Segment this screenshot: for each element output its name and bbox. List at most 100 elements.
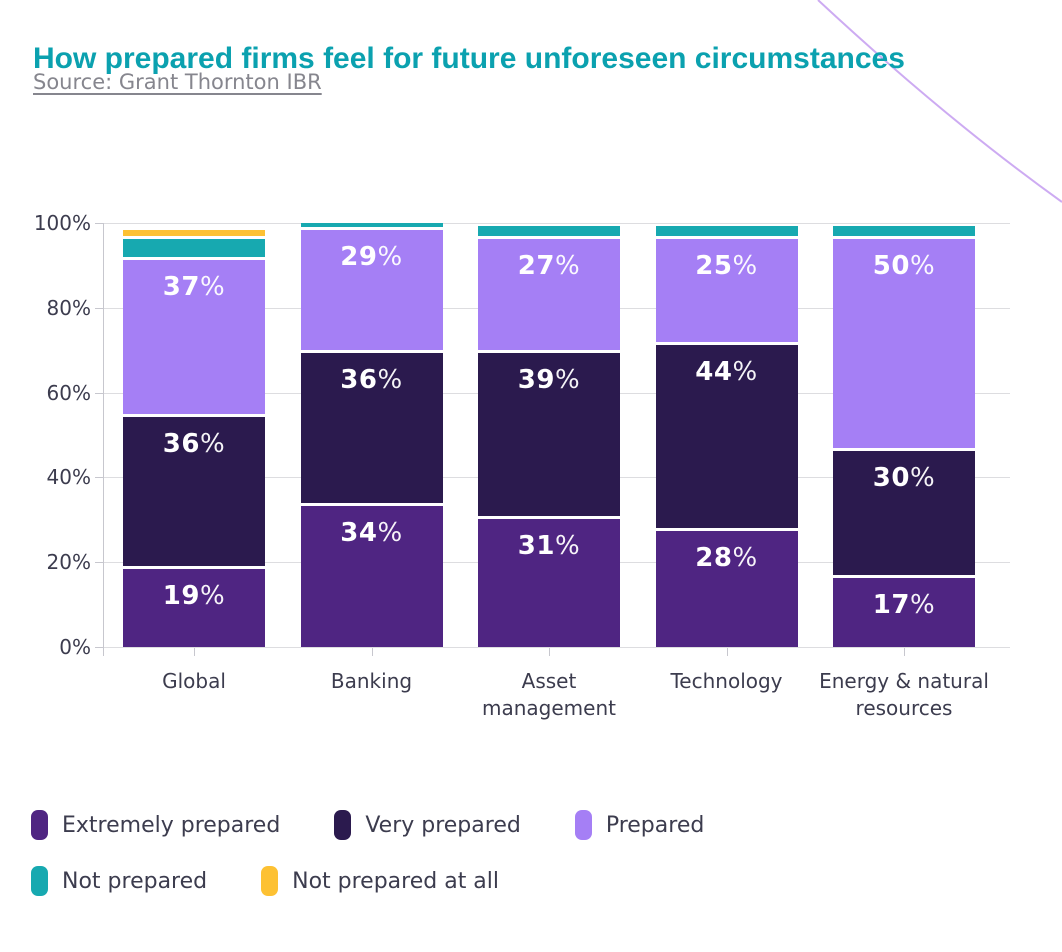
y-axis-line: [103, 223, 104, 653]
bar-segment-not-prepared[interactable]: [478, 226, 620, 236]
legend-item-prepared[interactable]: Prepared: [574, 810, 705, 840]
x-axis-label: Global: [162, 669, 226, 693]
x-tick: [194, 648, 195, 656]
bar-segment-prepared[interactable]: 25%: [655, 238, 798, 342]
bar-value-label: 30%: [833, 464, 975, 492]
legend-label: Very prepared: [365, 812, 521, 838]
bar-value-label: 36%: [123, 430, 265, 458]
y-tick: [95, 223, 103, 224]
legend-swatch-icon: [31, 866, 48, 896]
legend-item-very-prepared[interactable]: Very prepared: [334, 810, 521, 840]
y-tick: [95, 562, 103, 564]
bar-value-percent-sign: %: [199, 428, 226, 459]
bar-value-percent-sign: %: [554, 250, 581, 281]
bar-value-percent-sign: %: [554, 365, 581, 396]
y-tick: [95, 477, 103, 479]
bar-segment-extremely-prepared[interactable]: 34%: [300, 505, 443, 647]
legend-swatch-icon: [261, 866, 279, 896]
y-tick: [95, 392, 103, 394]
bar-value-label: 27%: [478, 252, 620, 280]
bar-segment-very-prepared[interactable]: 36%: [300, 353, 443, 503]
bar-banking: 34% 36% 29%: [300, 0, 443, 647]
legend-swatch-icon: [574, 810, 592, 840]
bar-segment-extremely-prepared[interactable]: 28%: [655, 531, 798, 647]
x-axis-label: Asset management: [482, 669, 616, 720]
bar-segment-prepared[interactable]: 29%: [300, 230, 443, 351]
bar-value-number: 36: [162, 428, 200, 459]
x-axis-label: Energy & natural resources: [819, 669, 989, 720]
y-tick: [95, 647, 103, 648]
bar-segment-very-prepared[interactable]: 30%: [833, 450, 975, 575]
bar-value-label: 28%: [656, 544, 798, 572]
legend-label: Extremely prepared: [62, 812, 281, 838]
legend-row-2: Not prepared Not prepared at all: [31, 866, 499, 896]
bar-segment-not-prepared[interactable]: [300, 223, 443, 228]
y-axis-tick-label: 0%: [59, 635, 91, 659]
legend-label: Not prepared: [62, 868, 208, 894]
bar-segment-prepared[interactable]: 27%: [478, 238, 620, 351]
bar-value-label: 31%: [478, 532, 620, 560]
x-axis-label: Banking: [330, 669, 413, 693]
bar-segment-extremely-prepared[interactable]: 17%: [833, 577, 975, 647]
bar-value-number: 39: [517, 365, 555, 396]
bar-value-label: 34%: [301, 519, 443, 547]
x-tick: [371, 648, 373, 656]
bar-value-label: 36%: [301, 366, 443, 394]
chart-title: How prepared firms feel for future unfor…: [33, 42, 905, 76]
legend-label: Prepared: [605, 812, 705, 838]
x-tick: [726, 648, 728, 656]
legend-item-extremely-prepared[interactable]: Extremely prepared: [31, 810, 280, 840]
bar-value-label: 50%: [833, 252, 975, 280]
bar-technology: 28% 44% 25%: [655, 0, 798, 647]
bar-value-percent-sign: %: [909, 589, 936, 620]
x-tick: [103, 648, 104, 656]
bar-value-number: 30: [872, 462, 910, 493]
y-axis-tick-label: 100%: [33, 211, 91, 235]
bar-segment-not-prepared[interactable]: [833, 226, 975, 236]
bar-segment-not-prepared[interactable]: [655, 226, 798, 236]
bar-value-number: 19: [162, 581, 200, 612]
bar-segment-extremely-prepared[interactable]: 31%: [478, 518, 620, 647]
bar-value-number: 29: [340, 242, 378, 273]
bar-value-percent-sign: %: [199, 271, 226, 302]
bar-segment-prepared[interactable]: 50%: [833, 238, 975, 448]
legend-item-not-prepared-at-all[interactable]: Not prepared at all: [261, 866, 499, 896]
y-axis-tick-label: 60%: [46, 380, 91, 405]
bar-value-label: 17%: [833, 591, 975, 619]
bar-global: 19% 36% 37%: [123, 0, 265, 647]
gridline-100: [103, 223, 1010, 224]
bar-value-percent-sign: %: [732, 543, 758, 574]
bar-segment-very-prepared[interactable]: 36%: [123, 416, 265, 567]
gridline-0: [103, 647, 1010, 648]
legend-row-1: Extremely prepared Very prepared Prepared: [31, 810, 704, 840]
bar-value-percent-sign: %: [909, 462, 936, 493]
bar-value-number: 37: [162, 271, 200, 302]
y-axis-tick-label: 40%: [46, 465, 91, 490]
source-link[interactable]: Source: Grant Thornton IBR: [33, 70, 322, 94]
bar-segment-extremely-prepared[interactable]: 19%: [123, 569, 265, 647]
bar-value-label: 37%: [123, 273, 265, 301]
bar-value-number: 31: [517, 530, 555, 561]
bar-value-number: 28: [695, 543, 733, 574]
x-tick: [549, 648, 550, 656]
bar-value-percent-sign: %: [377, 517, 403, 548]
bar-segment-very-prepared[interactable]: 44%: [655, 344, 798, 529]
bar-segment-very-prepared[interactable]: 39%: [478, 353, 620, 516]
legend-label: Not prepared at all: [292, 868, 500, 894]
bar-value-percent-sign: %: [732, 250, 758, 281]
y-tick: [95, 307, 103, 309]
legend-item-not-prepared[interactable]: Not prepared: [31, 866, 207, 896]
bar-value-number: 36: [340, 365, 378, 396]
y-axis-tick-label: 20%: [46, 550, 91, 575]
legend-swatch-icon: [31, 810, 48, 840]
bar-value-percent-sign: %: [377, 242, 403, 273]
legend-swatch-icon: [334, 810, 352, 840]
bar-value-percent-sign: %: [199, 581, 226, 612]
bar-segment-prepared[interactable]: 37%: [123, 259, 265, 414]
bar-value-number: 27: [517, 250, 555, 281]
bar-value-number: 44: [695, 356, 733, 387]
bar-value-number: 25: [695, 250, 733, 281]
bar-segment-not-prepared-at-all[interactable]: [123, 230, 265, 236]
bar-segment-not-prepared[interactable]: [123, 238, 265, 257]
bar-value-number: 34: [340, 517, 378, 548]
